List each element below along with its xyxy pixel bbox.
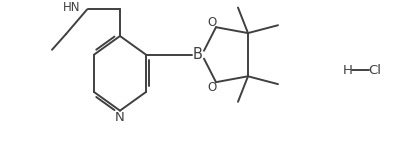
Text: O: O — [207, 81, 216, 94]
Text: HN: HN — [62, 1, 80, 14]
Text: H: H — [342, 64, 352, 77]
Text: Cl: Cl — [368, 64, 381, 77]
Text: O: O — [207, 16, 216, 29]
Text: N: N — [115, 111, 125, 124]
Text: B: B — [192, 47, 203, 62]
